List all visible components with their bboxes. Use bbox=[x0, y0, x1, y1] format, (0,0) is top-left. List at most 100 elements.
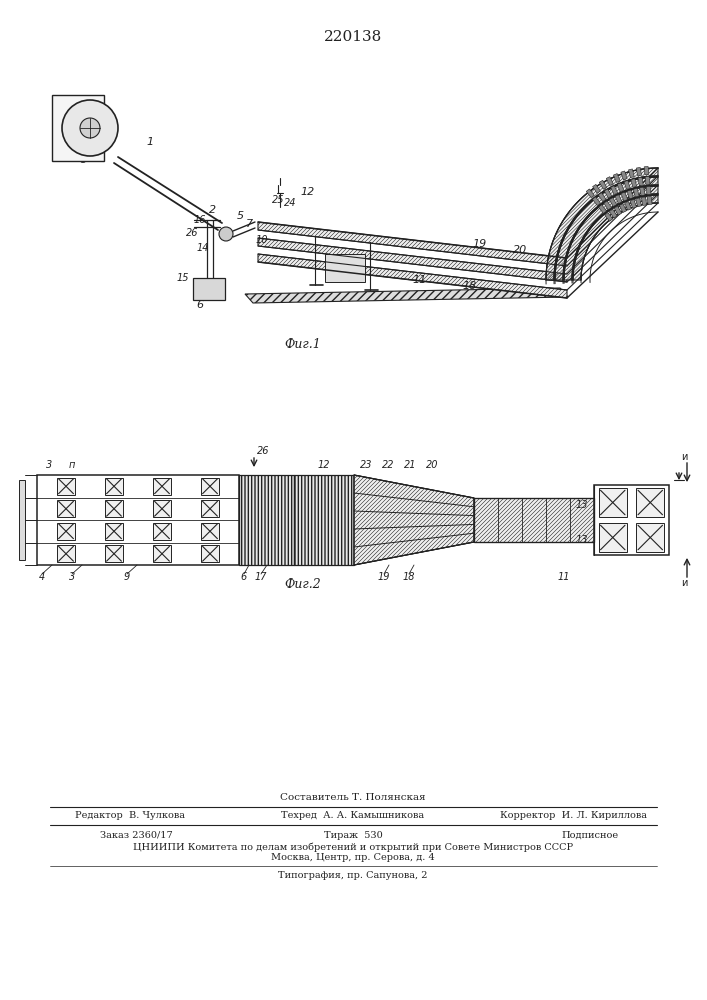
Bar bbox=[201, 523, 218, 540]
Text: 20: 20 bbox=[426, 460, 438, 470]
Text: Подписное: Подписное bbox=[561, 830, 619, 840]
Circle shape bbox=[80, 118, 100, 138]
Bar bbox=[594, 485, 669, 555]
Text: 11: 11 bbox=[558, 572, 571, 582]
Bar bbox=[201, 478, 218, 495]
Bar bbox=[609, 198, 617, 207]
Bar bbox=[153, 545, 170, 562]
Bar bbox=[624, 180, 630, 189]
Bar bbox=[611, 186, 618, 195]
Text: 10: 10 bbox=[256, 235, 268, 245]
Text: 6: 6 bbox=[197, 300, 204, 310]
Text: Типография, пр. Сапунова, 2: Типография, пр. Сапунова, 2 bbox=[279, 871, 428, 880]
Text: 4: 4 bbox=[39, 572, 45, 582]
Bar bbox=[621, 192, 628, 201]
Polygon shape bbox=[474, 498, 594, 542]
Text: Заказ 2360/17: Заказ 2360/17 bbox=[100, 830, 173, 840]
Text: 21: 21 bbox=[404, 460, 416, 470]
Text: 17: 17 bbox=[255, 572, 267, 582]
Text: и: и bbox=[681, 578, 687, 588]
Text: Редактор  В. Чулкова: Редактор В. Чулкова bbox=[75, 810, 185, 820]
Text: 13: 13 bbox=[575, 535, 588, 545]
Polygon shape bbox=[294, 475, 354, 565]
Bar bbox=[614, 206, 621, 215]
Text: 18: 18 bbox=[463, 281, 477, 291]
Bar bbox=[633, 188, 639, 197]
Text: 13: 13 bbox=[575, 500, 588, 510]
Bar bbox=[636, 167, 641, 176]
Bar bbox=[644, 166, 649, 175]
Bar bbox=[474, 498, 594, 542]
Text: 1: 1 bbox=[146, 137, 153, 147]
Bar bbox=[614, 174, 620, 182]
Text: 220138: 220138 bbox=[324, 30, 382, 44]
Text: 9: 9 bbox=[124, 572, 130, 582]
Bar bbox=[201, 500, 218, 517]
Text: Техред  А. А. Камышникова: Техред А. А. Камышникова bbox=[281, 810, 425, 820]
Text: 24: 24 bbox=[284, 198, 296, 208]
Bar bbox=[598, 193, 606, 202]
Text: 26: 26 bbox=[257, 446, 269, 456]
Polygon shape bbox=[258, 238, 567, 282]
Text: 22: 22 bbox=[382, 460, 395, 470]
Text: п: п bbox=[69, 460, 75, 470]
Text: Фиг.2: Фиг.2 bbox=[285, 578, 322, 591]
Bar bbox=[606, 177, 614, 186]
Bar bbox=[621, 171, 627, 180]
Polygon shape bbox=[564, 186, 658, 280]
Bar bbox=[57, 545, 74, 562]
Bar bbox=[105, 478, 122, 495]
Bar bbox=[645, 176, 650, 185]
Text: 25: 25 bbox=[271, 195, 284, 205]
Polygon shape bbox=[573, 195, 658, 280]
Polygon shape bbox=[258, 222, 567, 266]
Text: 12: 12 bbox=[301, 187, 315, 197]
Bar bbox=[627, 190, 633, 199]
Polygon shape bbox=[555, 177, 658, 280]
Circle shape bbox=[62, 100, 118, 156]
Text: 3: 3 bbox=[46, 460, 52, 470]
Text: 18: 18 bbox=[403, 572, 415, 582]
Bar bbox=[153, 500, 170, 517]
Bar bbox=[201, 545, 218, 562]
Bar bbox=[325, 254, 365, 282]
Bar bbox=[599, 523, 627, 552]
Bar bbox=[193, 278, 225, 300]
Bar bbox=[592, 197, 600, 206]
Bar bbox=[599, 488, 627, 517]
Bar bbox=[592, 184, 600, 193]
Bar bbox=[615, 195, 622, 204]
Polygon shape bbox=[546, 168, 658, 280]
Text: 2: 2 bbox=[209, 205, 216, 215]
Text: Корректор  И. Л. Кириллова: Корректор И. Л. Кириллова bbox=[500, 810, 646, 820]
Text: 20: 20 bbox=[513, 245, 527, 255]
Text: 7: 7 bbox=[247, 219, 254, 229]
Text: 8: 8 bbox=[79, 155, 86, 165]
Text: Фиг.1: Фиг.1 bbox=[285, 338, 322, 352]
Bar bbox=[647, 196, 652, 205]
Text: 19: 19 bbox=[473, 239, 487, 249]
Text: 3: 3 bbox=[69, 572, 75, 582]
Circle shape bbox=[219, 227, 233, 241]
Text: 16: 16 bbox=[194, 215, 206, 225]
Text: 15: 15 bbox=[177, 273, 189, 283]
Text: 11: 11 bbox=[413, 275, 427, 285]
Bar bbox=[105, 523, 122, 540]
Text: 3: 3 bbox=[101, 135, 109, 145]
Bar bbox=[57, 523, 74, 540]
Bar bbox=[153, 523, 170, 540]
Bar bbox=[604, 189, 612, 198]
Bar bbox=[604, 201, 612, 210]
Text: 12: 12 bbox=[317, 460, 330, 470]
Bar bbox=[239, 475, 294, 565]
Polygon shape bbox=[258, 254, 567, 298]
Bar bbox=[619, 204, 626, 213]
Text: 5: 5 bbox=[236, 211, 244, 221]
Bar bbox=[105, 500, 122, 517]
Text: Тираж  530: Тираж 530 bbox=[324, 830, 382, 840]
Bar bbox=[638, 177, 643, 186]
Bar bbox=[640, 187, 645, 196]
Bar bbox=[636, 523, 665, 552]
Bar bbox=[19, 480, 25, 560]
Bar bbox=[630, 199, 636, 208]
